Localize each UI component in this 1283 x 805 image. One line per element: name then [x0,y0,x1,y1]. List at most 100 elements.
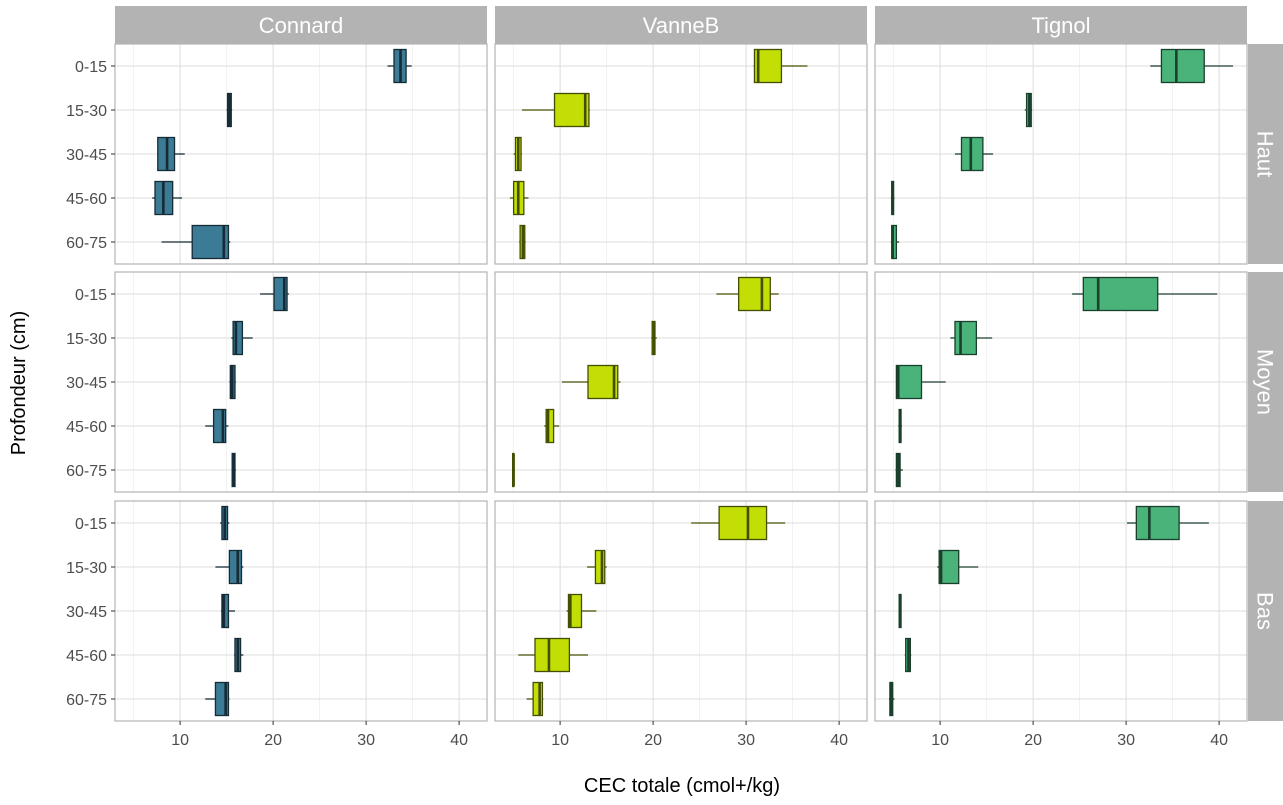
x-tick-label: 30 [737,732,755,749]
boxplot-30-45 [954,136,994,172]
boxplot-15-30 [521,92,590,128]
boxplot-45-60 [518,637,588,673]
boxplot-45-60 [205,408,229,444]
boxplot-45-60 [234,637,244,673]
y-tick-label: 45-60 [66,419,107,436]
x-tick-label: 10 [931,732,949,749]
facet-strip-label: VanneB [643,13,720,38]
facet-strip-bas [1248,501,1283,721]
facet-strip-connard [115,6,487,44]
x-tick-label: 10 [551,732,569,749]
box [895,364,923,400]
boxplot-45-60 [904,637,912,673]
box [191,224,230,260]
x-tick-label: 30 [1117,732,1135,749]
facet-strip-label: Haut [1253,131,1278,177]
facet-strip-label: Tignol [1031,13,1090,38]
panel-tignol-bas: 10 20 30 40 [874,500,1248,749]
boxplot-60-75 [205,681,230,717]
y-axis-title: Profondeur (cm) [8,311,30,456]
box [718,505,768,541]
y-tick-label: 0-15 [75,59,107,76]
boxplot-30-45 [229,364,236,400]
boxplot-30-45 [566,593,597,629]
boxplot-45-60 [509,180,529,216]
y-tick-label: 15-30 [66,331,107,348]
boxplot-15-30 [651,320,657,356]
box [228,549,243,585]
boxplot-60-75 [512,452,515,488]
panel-vanneb-moyen [494,271,868,493]
box [960,136,984,172]
y-tick-label: 0-15 [75,287,107,304]
boxplot-15-30 [226,92,233,128]
panel-vanneb-bas: 10 20 30 40 [494,500,868,749]
panel-tignol-moyen [874,271,1248,493]
panels-layer: Connard VanneB Tignol Haut Moyen Bas 0-15 15-30… [66,6,1283,749]
boxplot-0-15 [387,48,412,84]
y-tick-label: 60-75 [66,235,107,252]
box [545,408,555,444]
box [594,549,606,585]
panel-connard-moyen: 0-15 15-30 30-45 45-60 60-75 [66,271,488,493]
boxplot-30-45 [513,136,522,172]
panel-border [494,500,868,722]
box [534,637,571,673]
boxplot-60-75 [888,681,895,717]
panel-connard-bas: 0-15 15-30 30-45 45-60 60-75 10 20 30 40 [66,500,488,749]
facet-strip-haut [1248,44,1283,264]
x-axis-title: CEC totale (cmol+/kg) [584,775,780,797]
boxplot-60-75 [519,224,526,260]
boxplot-0-15 [716,276,779,312]
box [532,681,544,717]
box [221,593,230,629]
boxplot-30-45 [895,364,946,400]
x-tick-label: 40 [450,732,468,749]
boxplot-15-30 [937,549,979,585]
boxplot-0-15 [691,505,786,541]
box [938,549,960,585]
y-tick-label: 30-45 [66,375,107,392]
x-tick-label: 40 [1210,732,1228,749]
y-tick-label: 30-45 [66,147,107,164]
boxplot-30-45 [561,364,621,400]
boxplot-15-30 [950,320,993,356]
box [1082,276,1159,312]
box [553,92,590,128]
boxplot-45-60 [544,408,560,444]
boxplot-15-30 [215,549,244,585]
panel-border [874,43,1248,265]
boxplot-0-15 [1072,276,1218,312]
x-tick-label: 20 [644,732,662,749]
y-tick-label: 30-45 [66,604,107,621]
boxplot-0-15 [220,505,230,541]
boxplot-0-15 [753,48,808,84]
box [567,593,583,629]
y-tick-label: 0-15 [75,516,107,533]
y-tick-label: 45-60 [66,191,107,208]
facet-strip-tignol [875,6,1247,44]
panel-border [874,271,1248,493]
facet-strip-label: Bas [1253,592,1278,630]
panel-connard-haut: 0-15 15-30 30-45 45-60 60-75 [66,43,488,265]
boxplot-60-75 [890,224,900,260]
facet-strip-label: Connard [259,13,343,38]
facet-strip-label: Moyen [1253,349,1278,415]
boxplot-15-30 [1024,92,1033,128]
facet-strip-moyen [1248,272,1283,492]
y-tick-label: 45-60 [66,648,107,665]
box [954,320,978,356]
panel-tignol-haut [874,43,1248,265]
boxplot-60-75 [231,452,236,488]
boxplot-45-60 [890,180,895,216]
boxplot-30-45 [221,593,235,629]
boxplot-15-30 [587,549,607,585]
boxplot-30-45 [898,593,902,629]
y-tick-label: 15-30 [66,560,107,577]
panel-vanneb-haut [494,43,868,265]
boxplot-60-75 [526,681,544,717]
y-tick-label: 60-75 [66,463,107,480]
boxplot-45-60 [152,180,182,216]
boxplot-0-15 [1150,48,1234,84]
boxplot-60-75 [895,452,903,488]
